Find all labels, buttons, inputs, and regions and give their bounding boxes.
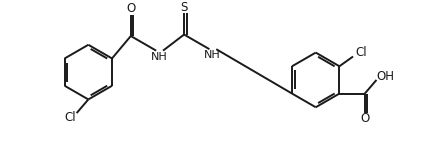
Text: O: O xyxy=(360,112,370,125)
Text: OH: OH xyxy=(376,70,394,82)
Text: O: O xyxy=(126,2,135,15)
Text: Cl: Cl xyxy=(64,110,76,124)
Text: Cl: Cl xyxy=(355,46,367,59)
Text: S: S xyxy=(181,1,188,14)
Text: NH: NH xyxy=(151,52,168,61)
Text: NH: NH xyxy=(204,50,221,60)
